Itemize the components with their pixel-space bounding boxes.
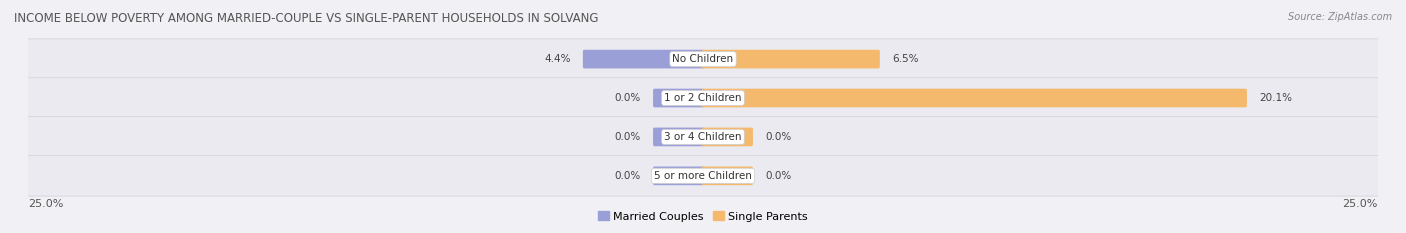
FancyBboxPatch shape [25, 39, 1381, 79]
Text: 25.0%: 25.0% [1343, 199, 1378, 209]
Text: 20.1%: 20.1% [1260, 93, 1292, 103]
FancyBboxPatch shape [25, 78, 1381, 118]
FancyBboxPatch shape [652, 128, 704, 146]
Text: 25.0%: 25.0% [28, 199, 63, 209]
Text: 6.5%: 6.5% [891, 54, 918, 64]
Legend: Married Couples, Single Parents: Married Couples, Single Parents [593, 207, 813, 226]
Text: 0.0%: 0.0% [765, 132, 792, 142]
Text: 0.0%: 0.0% [765, 171, 792, 181]
FancyBboxPatch shape [702, 50, 880, 69]
FancyBboxPatch shape [702, 89, 1247, 107]
Text: No Children: No Children [672, 54, 734, 64]
FancyBboxPatch shape [25, 156, 1381, 196]
Text: 5 or more Children: 5 or more Children [654, 171, 752, 181]
Text: 4.4%: 4.4% [544, 54, 571, 64]
Text: 3 or 4 Children: 3 or 4 Children [664, 132, 742, 142]
FancyBboxPatch shape [583, 50, 704, 69]
FancyBboxPatch shape [702, 128, 754, 146]
Text: 1 or 2 Children: 1 or 2 Children [664, 93, 742, 103]
Text: 0.0%: 0.0% [614, 93, 641, 103]
FancyBboxPatch shape [652, 89, 704, 107]
Text: INCOME BELOW POVERTY AMONG MARRIED-COUPLE VS SINGLE-PARENT HOUSEHOLDS IN SOLVANG: INCOME BELOW POVERTY AMONG MARRIED-COUPL… [14, 12, 599, 25]
Text: Source: ZipAtlas.com: Source: ZipAtlas.com [1288, 12, 1392, 22]
Text: 0.0%: 0.0% [614, 132, 641, 142]
FancyBboxPatch shape [652, 167, 704, 185]
FancyBboxPatch shape [25, 117, 1381, 157]
Text: 0.0%: 0.0% [614, 171, 641, 181]
FancyBboxPatch shape [702, 167, 754, 185]
